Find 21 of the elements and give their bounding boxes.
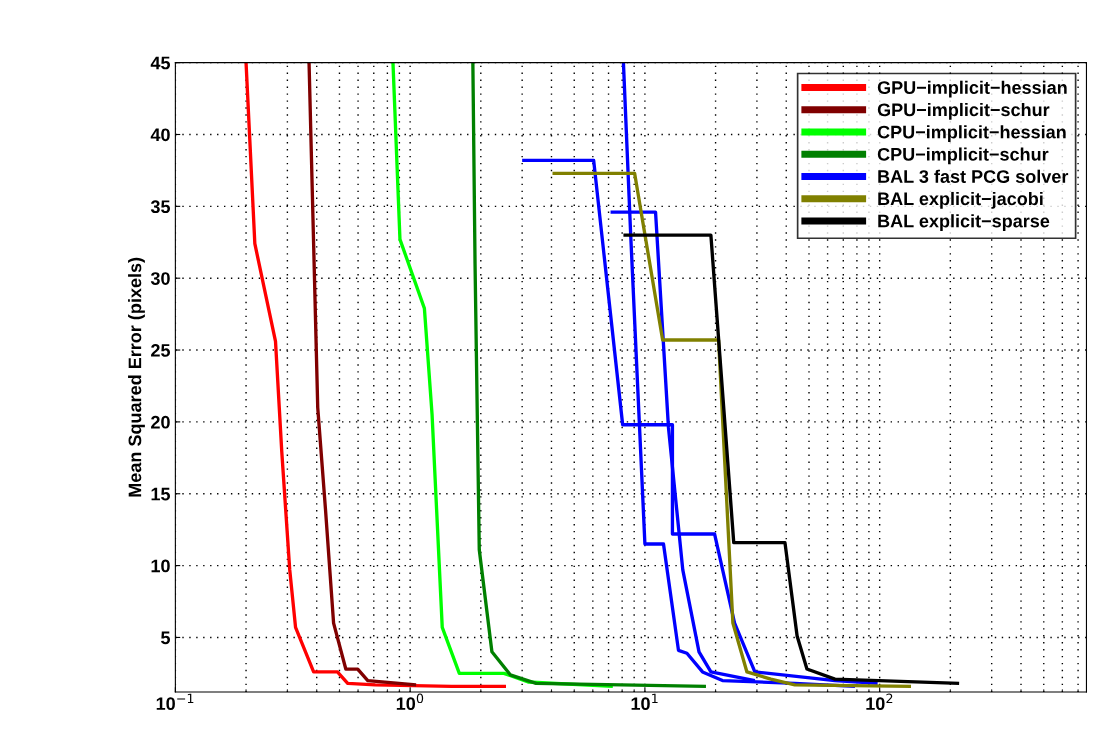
- y-tick-label: 45: [150, 56, 171, 70]
- x-tick-label: 10$^{−1}$: [156, 693, 194, 711]
- y-axis-title: Mean Squared Error (pixels): [128, 257, 145, 497]
- y-tick-label: 20: [151, 415, 170, 429]
- legend-label: BAL explicit−jacobi: [878, 191, 1043, 209]
- x-tick-label: 10$^{1}$: [631, 693, 658, 711]
- x-tick-label: 10$^{2}$: [866, 693, 893, 711]
- legend-label: GPU−implicit−schur: [877, 102, 1050, 120]
- y-tick-label: 40: [150, 128, 170, 142]
- legend-label: BAL 3 fast PCG solver: [878, 169, 1069, 183]
- legend-label: CPU−implicit−schur: [877, 147, 1049, 165]
- y-tick-label: 35: [150, 200, 171, 214]
- legend-label: CPU−implicit−hessian: [877, 125, 1066, 143]
- y-tick-label: 30: [150, 272, 170, 285]
- legend-label: GPU−implicit−hessian: [877, 80, 1067, 98]
- legend-label: BAL explicit−sparse: [878, 214, 1050, 232]
- y-tick-label: 25: [151, 343, 171, 357]
- y-tick-label: 5: [161, 631, 171, 645]
- y-tick-label: 10: [151, 559, 170, 573]
- x-tick-label: 10$^{0}$: [396, 693, 424, 711]
- y-tick-label: 15: [151, 487, 171, 501]
